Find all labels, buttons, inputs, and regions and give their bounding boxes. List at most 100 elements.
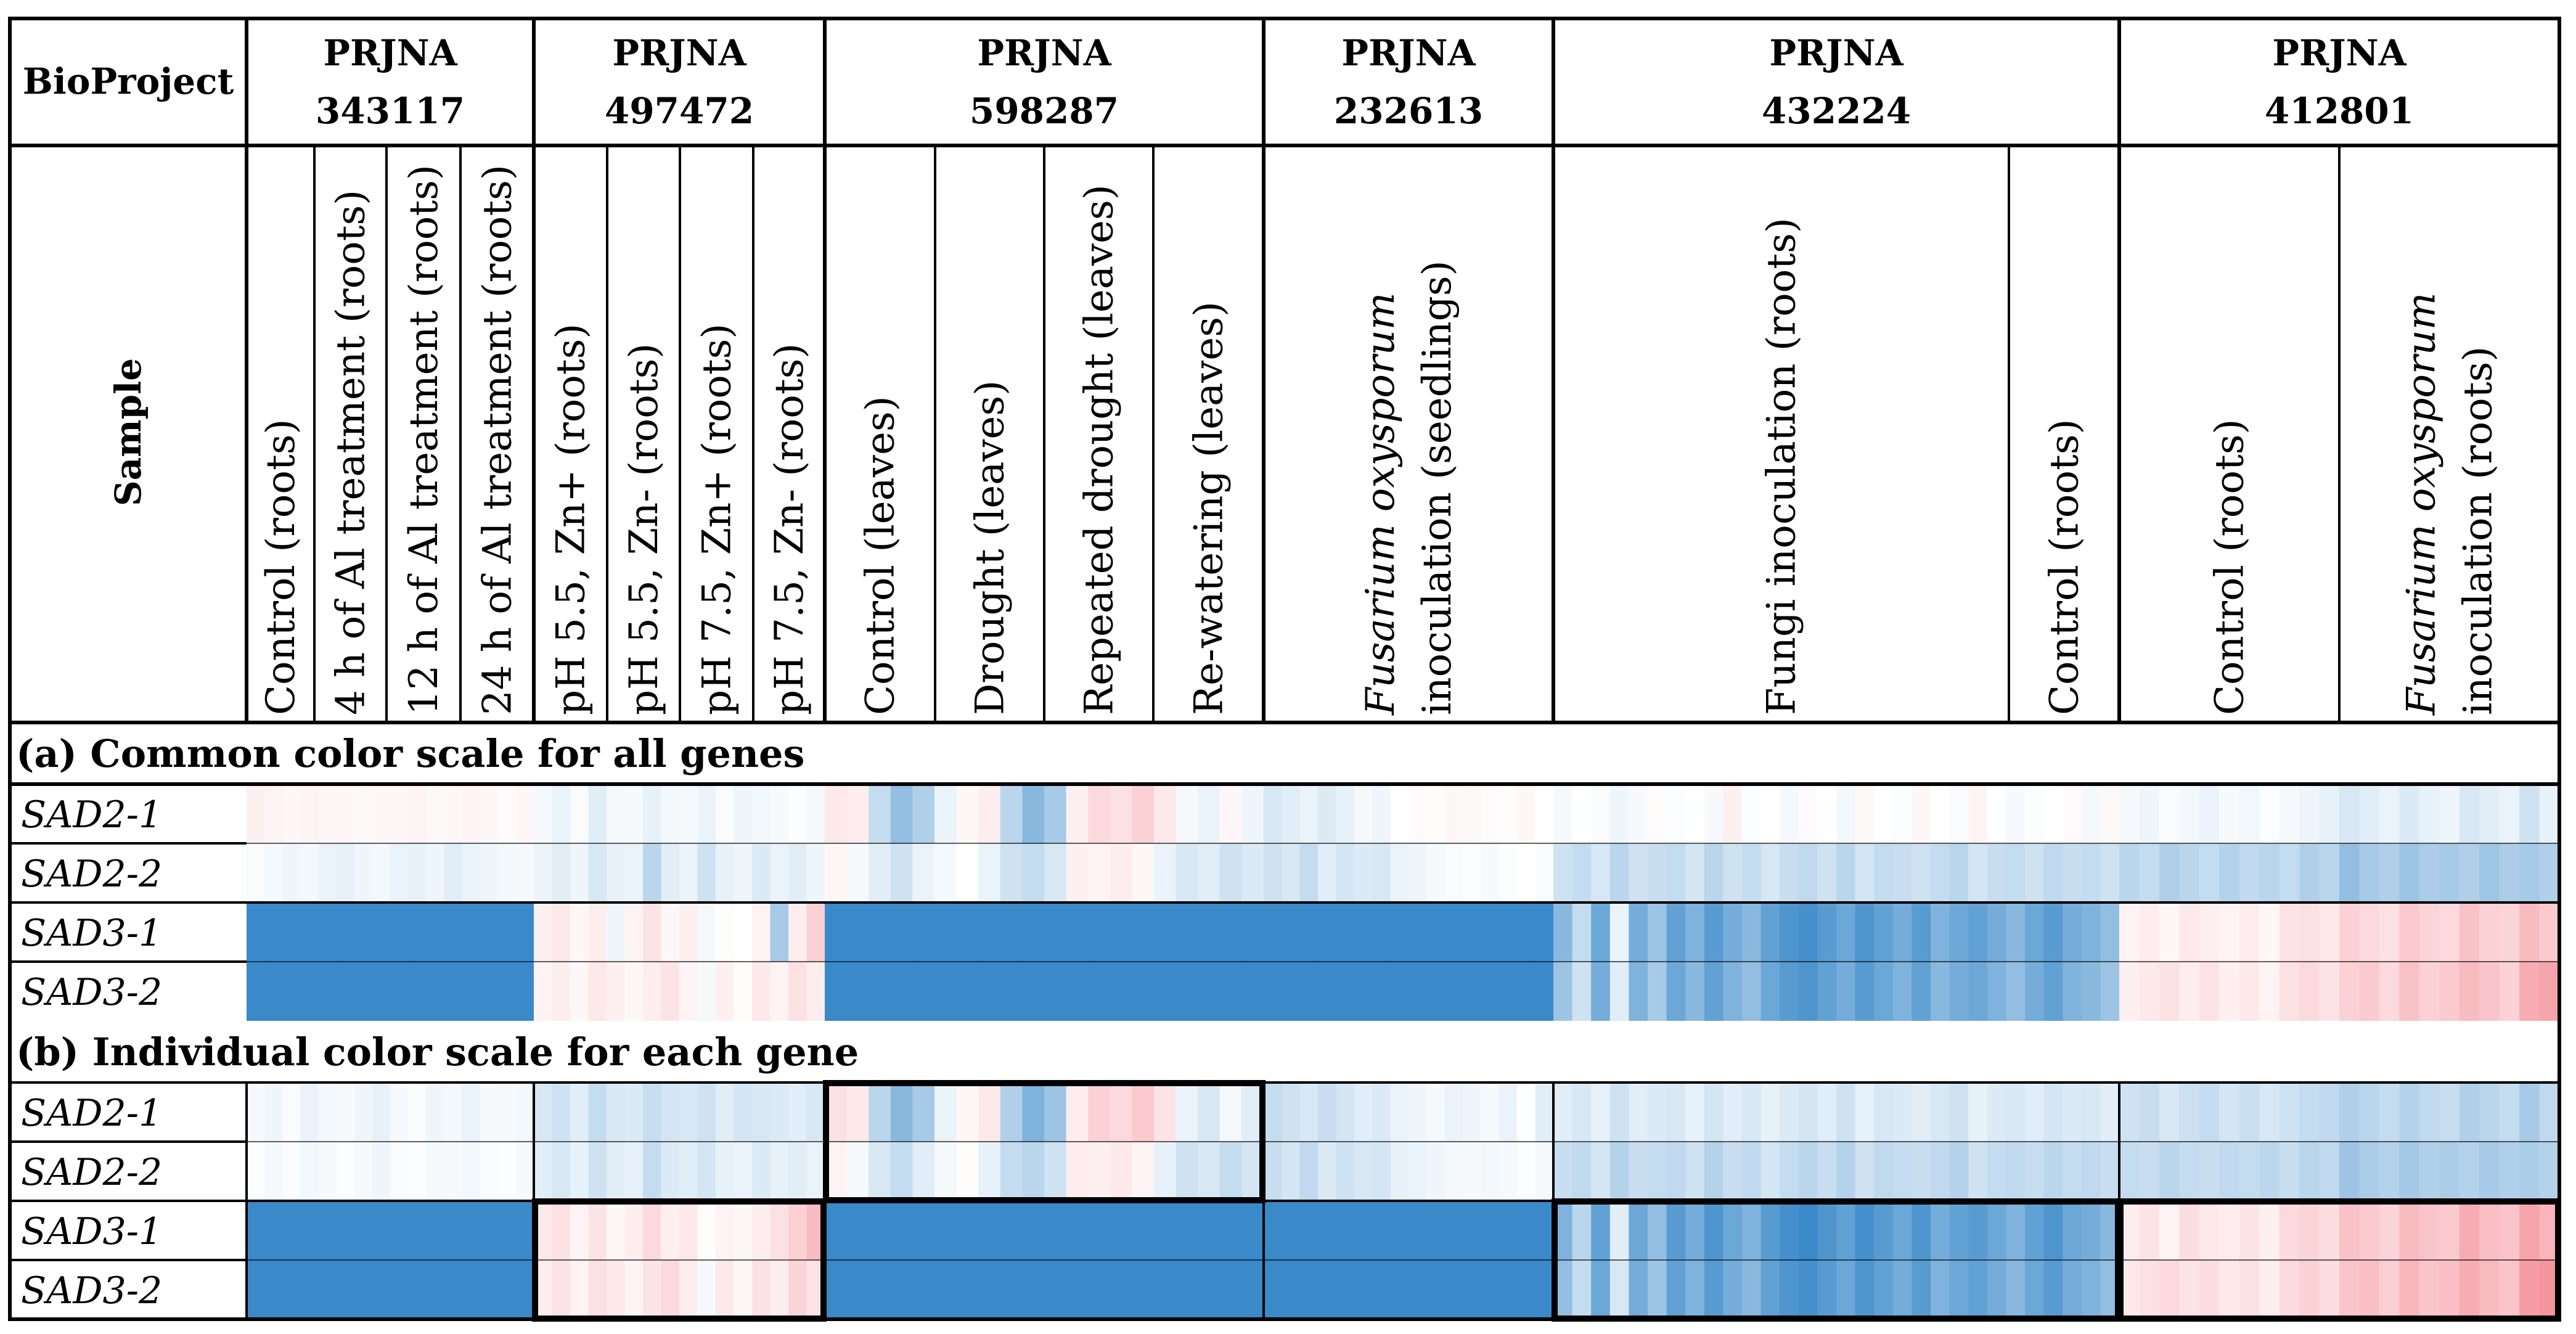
- heatmap-cell: [788, 1260, 808, 1319]
- heatmap-cell: [1855, 1082, 1875, 1142]
- heatmap-cell: [2219, 962, 2240, 1021]
- heatmap-cell: [607, 1082, 626, 1142]
- heatmap-cell: [912, 962, 935, 1021]
- heatmap-cell: [1154, 1260, 1177, 1319]
- heatmap-cell: [912, 1142, 935, 1201]
- heatmap-cell: [2299, 784, 2320, 843]
- heatmap-cell: [354, 1082, 373, 1142]
- heatmap-cell: [1572, 902, 1592, 962]
- heatmap-cell: [1282, 1260, 1301, 1319]
- heatmap-cell: [869, 1082, 891, 1142]
- heatmap-cell: [607, 1260, 626, 1319]
- heatmap-cell: [1798, 1082, 1818, 1142]
- heatmap-cell: [570, 1260, 589, 1319]
- heatmap-cell: [1282, 1201, 1301, 1260]
- gene-label: SAD2-1: [21, 793, 162, 837]
- heatmap-cell: [2479, 1260, 2500, 1319]
- heatmap-cell: [1648, 1260, 1667, 1319]
- heatmap-cell: [2419, 1260, 2440, 1319]
- heatmap-cell: [1609, 1260, 1629, 1319]
- heatmap-cell: [869, 962, 891, 1021]
- heatmap-cell: [679, 1082, 698, 1142]
- heatmap-cell: [1931, 784, 1950, 843]
- gene-label: SAD3-1: [21, 1210, 162, 1253]
- heatmap-cell: [869, 1142, 891, 1201]
- heatmap-cell: [2459, 902, 2480, 962]
- heatmap-cell: [1390, 843, 1409, 902]
- heatmap-cell: [825, 902, 848, 962]
- heatmap-cell: [552, 784, 571, 843]
- heatmap-cell: [1499, 962, 1518, 1021]
- heatmap-cell: [1535, 1260, 1554, 1319]
- heatmap-cell: [643, 962, 662, 1021]
- heatmap-cell: [1000, 902, 1023, 962]
- heatmap-cell: [2259, 843, 2280, 902]
- heatmap-cell: [1110, 843, 1132, 902]
- heatmap-cell: [1609, 1142, 1629, 1201]
- project-id: 497472: [605, 90, 754, 132]
- heatmap-cell: [624, 1260, 644, 1319]
- heatmap-cell: [1931, 843, 1950, 902]
- heatmap-cell: [336, 1142, 355, 1201]
- heatmap-cell: [2319, 902, 2340, 962]
- heatmap-cell: [1609, 843, 1629, 902]
- heatmap-cell: [1499, 902, 1518, 962]
- heatmap-cell: [679, 1201, 698, 1260]
- heatmap-cell: [2199, 902, 2220, 962]
- heatmap-cell: [372, 1082, 391, 1142]
- heatmap-cell: [1629, 962, 1648, 1021]
- heatmap-cell: [1553, 902, 1573, 962]
- heatmap-cell: [1629, 784, 1648, 843]
- heatmap-cell: [1219, 1260, 1242, 1319]
- heatmap-cell: [2539, 1082, 2560, 1142]
- heatmap-cell: [806, 843, 825, 902]
- heatmap-cell: [2359, 1201, 2380, 1260]
- heatmap-cell: [956, 1142, 979, 1201]
- heatmap-cell: [1198, 962, 1221, 1021]
- heatmap-cell: [643, 1201, 662, 1260]
- gene-label: SAD2-2: [21, 853, 162, 896]
- heatmap-cell: [497, 843, 517, 902]
- heatmap-cell: [354, 1142, 373, 1201]
- heatmap-cell: [1704, 843, 1723, 902]
- heatmap-cell: [1110, 1260, 1132, 1319]
- heatmap-cell: [624, 1142, 644, 1201]
- heatmap-cell: [1949, 1142, 1969, 1201]
- heatmap-cell: [2139, 1260, 2160, 1319]
- heatmap-cell: [1535, 902, 1554, 962]
- heatmap-cell: [408, 962, 427, 1021]
- heatmap-cell: [770, 843, 789, 902]
- heatmap-cell: [770, 902, 789, 962]
- heatmap-cell: [2299, 1082, 2320, 1142]
- heatmap-cell: [624, 1201, 644, 1260]
- heatmap-cell: [697, 962, 716, 1021]
- heatmap-cell: [2479, 902, 2500, 962]
- sample-header: Sample: [107, 358, 149, 506]
- heatmap-cell: [2219, 1082, 2240, 1142]
- heatmap-cell: [1874, 843, 1894, 902]
- heatmap-cell: [1282, 784, 1301, 843]
- heatmap-cell: [462, 1142, 481, 1201]
- heatmap-cell: [643, 843, 662, 902]
- heatmap-cell: [1241, 843, 1264, 902]
- heatmap-cell: [2519, 1142, 2540, 1201]
- heatmap-cell: [846, 1201, 869, 1260]
- heatmap-cell: [2359, 902, 2380, 962]
- heatmap-cell: [1742, 962, 1762, 1021]
- heatmap-cell: [770, 784, 789, 843]
- heatmap-cell: [1088, 902, 1111, 962]
- heatmap-cell: [1198, 1082, 1221, 1142]
- heatmap-cell: [1666, 784, 1686, 843]
- heatmap-cell: [1987, 784, 2006, 843]
- heatmap-cell: [1426, 1260, 1445, 1319]
- heatmap-cell: [1648, 902, 1667, 962]
- heatmap-cell: [1318, 843, 1337, 902]
- heatmap-cell: [1892, 962, 1912, 1021]
- heatmap-cell: [1666, 1142, 1686, 1201]
- heatmap-cell: [1609, 784, 1629, 843]
- heatmap-cell: [1572, 1260, 1592, 1319]
- heatmap-cell: [300, 784, 319, 843]
- heatmap-cell: [570, 962, 589, 1021]
- heatmap-cell: [515, 1142, 534, 1201]
- heatmap-cell: [1723, 784, 1743, 843]
